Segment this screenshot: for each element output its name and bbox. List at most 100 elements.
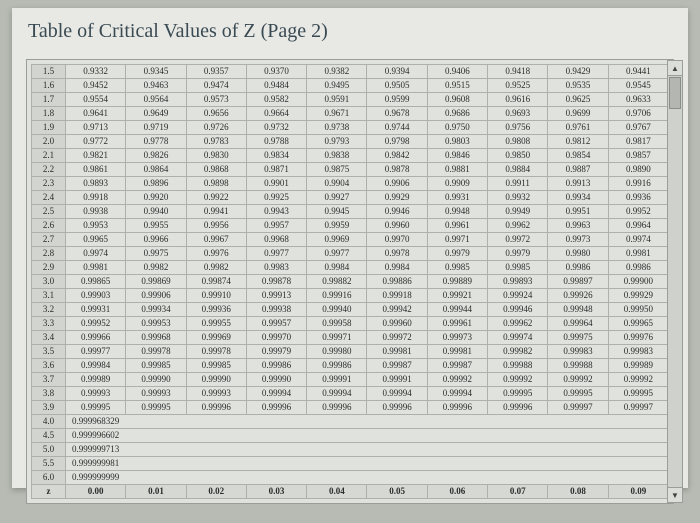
table-cell: 0.99994 [367,387,427,401]
table-cell: 0.9898 [186,177,246,191]
col-header: 0.04 [307,485,367,499]
table-cell: 0.99997 [548,401,608,415]
table-row: 2.20.98610.98640.98680.98710.98750.98780… [32,163,669,177]
table-cell: 0.99960 [367,317,427,331]
scroll-up-button[interactable]: ▲ [668,61,682,76]
table-cell: 0.9962 [488,219,548,233]
table-cell: 0.99978 [186,345,246,359]
table-cell: 0.9370 [246,65,306,79]
z-row-header: 3.1 [32,289,66,303]
table-cell: 0.99990 [126,373,186,387]
table-cell: 0.9941 [186,205,246,219]
table-cell: 0.99996 [427,401,487,415]
table-cell: 0.99996 [246,401,306,415]
table-cell: 0.99987 [367,359,427,373]
z-row-header: 3.6 [32,359,66,373]
table-cell: 0.99973 [427,331,487,345]
table-row: 3.00.998650.998690.998740.998780.998820.… [32,275,669,289]
vertical-scrollbar[interactable]: ▲ ▼ [667,60,683,503]
table-cell: 0.9922 [186,191,246,205]
table-cell: 0.9808 [488,135,548,149]
table-cell: 0.9959 [307,219,367,233]
table-cell: 0.99878 [246,275,306,289]
table-cell: 0.9573 [186,93,246,107]
table-cell: 0.99970 [246,331,306,345]
table-cell: 0.99934 [126,303,186,317]
table-cell: 0.9967 [186,233,246,247]
table-cell: 0.9649 [126,107,186,121]
table-cell: 0.9934 [548,191,608,205]
table-row: 1.60.94520.94630.94740.94840.94950.95050… [32,79,669,93]
table-cell: 0.99929 [608,289,668,303]
table-cell: 0.99990 [246,373,306,387]
table-cell: 0.99971 [307,331,367,345]
table-cell: 0.9964 [608,219,668,233]
table-cell: 0.9949 [488,205,548,219]
col-header: 0.08 [548,485,608,499]
table-cell: 0.9976 [186,247,246,261]
table-cell: 0.99958 [307,317,367,331]
table-cell: 0.9875 [307,163,367,177]
table-cell: 0.99995 [548,387,608,401]
table-row: 6.00.999999999 [32,471,669,485]
table-row: 3.10.999030.999060.999100.999130.999160.… [32,289,669,303]
scroll-down-button[interactable]: ▼ [668,487,682,502]
table-cell: 0.9984 [367,261,427,275]
table-cell: 0.9986 [548,261,608,275]
table-row: 2.90.99810.99820.99820.99830.99840.99840… [32,261,669,275]
col-header: 0.00 [66,485,126,499]
table-cell: 0.9554 [66,93,126,107]
z-row-header: 3.4 [32,331,66,345]
table-cell: 0.99986 [246,359,306,373]
table-cell: 0.99984 [66,359,126,373]
table-cell: 0.9812 [548,135,608,149]
z-row-header: 2.1 [32,149,66,163]
table-cell: 0.99910 [186,289,246,303]
table-cell: 0.9965 [66,233,126,247]
table-row: 3.90.999950.999950.999960.999960.999960.… [32,401,669,415]
table-cell: 0.9881 [427,163,487,177]
table-cell: 0.99986 [307,359,367,373]
table-cell: 0.9857 [608,149,668,163]
z-row-header: 2.6 [32,219,66,233]
table-cell: 0.99995 [488,387,548,401]
table-cell: 0.9599 [367,93,427,107]
table-cell: 0.99989 [66,373,126,387]
table-cell: 0.99991 [307,373,367,387]
table-cell: 0.99993 [66,387,126,401]
table-cell: 0.9977 [246,247,306,261]
table-cell: 0.99994 [307,387,367,401]
z-row-header: 1.8 [32,107,66,121]
table-cell: 0.99952 [66,317,126,331]
col-header: 0.06 [427,485,487,499]
table-cell: 0.99981 [367,345,427,359]
table-row: 5.50.999999981 [32,457,669,471]
table-cell: 0.99996 [307,401,367,415]
table-cell: 0.9911 [488,177,548,191]
table-cell: 0.9686 [427,107,487,121]
table-cell: 0.99955 [186,317,246,331]
table-cell: 0.9916 [608,177,668,191]
table-cell: 0.9793 [307,135,367,149]
table-cell: 0.9788 [246,135,306,149]
table-cell: 0.9904 [307,177,367,191]
table-cell: 0.99996 [186,401,246,415]
table-container: 1.50.93320.93450.93570.93700.93820.93940… [26,59,674,504]
table-cell: 0.99980 [307,345,367,359]
table-cell: 0.9982 [186,261,246,275]
table-cell: 0.9582 [246,93,306,107]
z-row-header: 3.8 [32,387,66,401]
table-cell: 0.9890 [608,163,668,177]
table-cell: 0.9931 [427,191,487,205]
z-row-header: 3.5 [32,345,66,359]
table-row: 4.00.999968329 [32,415,669,429]
table-cell: 0.9985 [488,261,548,275]
table-cell: 0.99889 [427,275,487,289]
table-cell: 0.9884 [488,163,548,177]
table-cell: 0.9767 [608,121,668,135]
scroll-thumb[interactable] [669,77,681,109]
table-cell: 0.99886 [367,275,427,289]
table-cell: 0.99944 [427,303,487,317]
table-cell: 0.9893 [66,177,126,191]
table-cell: 0.9616 [488,93,548,107]
